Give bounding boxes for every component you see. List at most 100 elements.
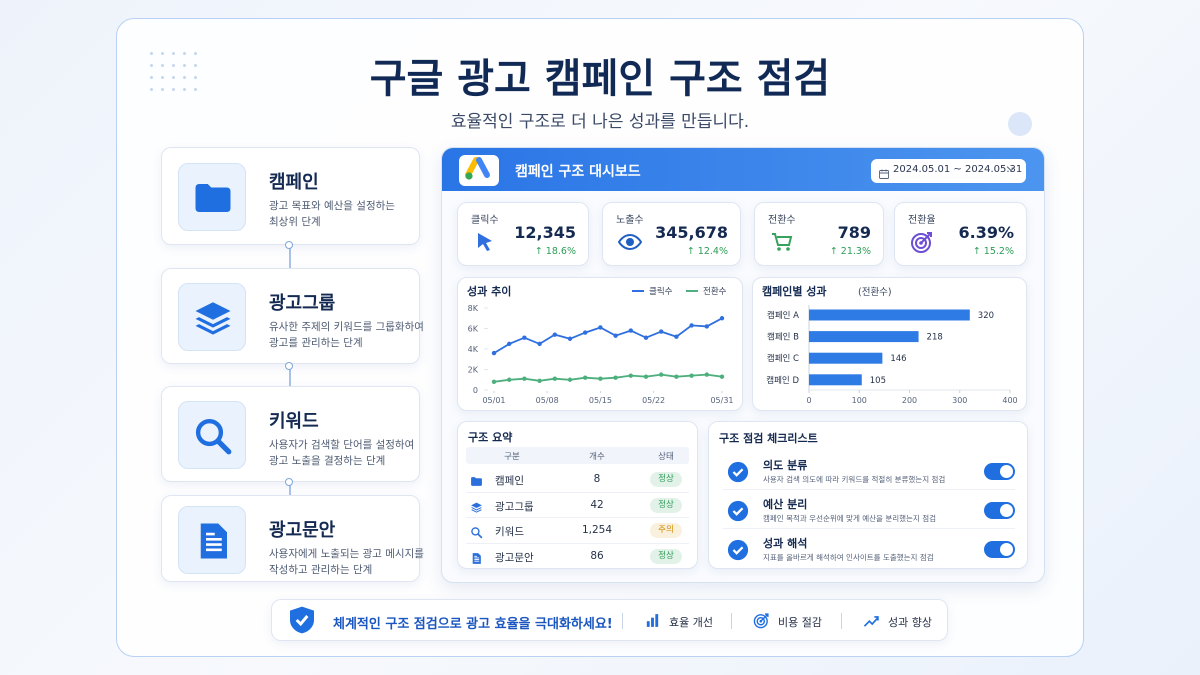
toggle[interactable] (984, 541, 1015, 558)
icon-shape (772, 233, 793, 246)
icon-shape (472, 552, 481, 564)
icon-shape (471, 527, 480, 536)
icon-shape (760, 613, 769, 622)
icon-shape (727, 461, 749, 483)
icon-shape (195, 418, 224, 447)
footer-item: 효율 개선 (669, 616, 713, 629)
icon (770, 230, 794, 254)
icon-shape (200, 523, 227, 558)
item-divider (723, 489, 1015, 490)
kpi-value: 6.39% (958, 223, 1014, 242)
column-header: 개수 (589, 452, 605, 462)
icon-shape (471, 527, 483, 539)
table-header-bg (466, 447, 689, 464)
icon-shape (474, 555, 480, 562)
level-desc: 사용자가 검색할 단어를 설정하여 (269, 439, 415, 451)
icon-shape (753, 613, 769, 629)
icon-box (178, 163, 246, 231)
icon-shape (756, 616, 766, 626)
connector-line (289, 245, 291, 495)
icon (470, 499, 483, 513)
icon-shape (879, 169, 889, 174)
kpi-label: 전환율 (908, 215, 936, 226)
page-title: 구글 광고 캠페인 구조 점검 (369, 56, 831, 102)
icon (727, 461, 749, 483)
footer-message: 체계적인 구조 점검으로 광고 효율을 극대화하세요! (333, 617, 613, 632)
icon-shape (195, 302, 231, 320)
logo-box (459, 155, 499, 186)
toggle-knob (1000, 504, 1013, 517)
icon-shape (295, 615, 309, 627)
toggle[interactable] (984, 502, 1015, 519)
decor-dot (194, 52, 197, 55)
summary-panel: 구조 요약 구분 개수 상태 캠페인 8 정상 광고그룹 42 정상 키워드 1,254 주의 광고문안 8… (457, 421, 698, 569)
decor-dot (150, 52, 153, 55)
icon-shape (920, 232, 932, 244)
kpi-card: 노출수 345,678 ↑ 12.4% (602, 202, 741, 266)
kpi-label: 노출수 (616, 215, 644, 226)
decor-dot (172, 88, 175, 91)
decor-dot (183, 64, 186, 67)
level-desc: 유사한 주제의 키워드를 그룹화하여 (269, 321, 424, 333)
row-divider (466, 491, 689, 493)
icon-shape (215, 438, 232, 455)
bar-panel (752, 277, 1027, 411)
icon (470, 473, 483, 486)
kpi-label: 전환수 (768, 215, 796, 226)
connector-dot (285, 362, 293, 370)
row-count: 86 (590, 549, 604, 562)
date-dropdown[interactable]: 2024.05.01 ~ 2024.05.31 (871, 159, 1026, 183)
icon-shape (195, 317, 231, 328)
footer-item: 비용 절감 (778, 616, 822, 629)
icon-shape (727, 461, 749, 483)
icon (192, 177, 234, 219)
separator (622, 613, 623, 629)
kpi-value: 789 (837, 223, 871, 242)
icon-box (178, 401, 246, 469)
icon (878, 165, 890, 179)
check-desc: 사용자 검색 의도에 따라 키워드를 적절히 분류했는지 점검 (763, 475, 946, 484)
toggle[interactable] (984, 463, 1015, 480)
kpi-card: 클릭수 12,345 ↑ 18.6% (457, 202, 589, 266)
kpi-change: ↑ 21.3% (829, 246, 871, 257)
decor-circle (1008, 112, 1032, 136)
icon (192, 520, 234, 562)
item-divider (723, 528, 1015, 529)
row-count: 1,254 (581, 524, 613, 536)
kpi-card: 전환수 789 ↑ 21.3% (754, 202, 884, 266)
decor-dot (161, 64, 164, 67)
icon-shape (472, 552, 481, 564)
decor-dot (172, 64, 175, 67)
icon-shape (727, 500, 749, 522)
icon (192, 297, 234, 339)
status-pill: 정상 (650, 548, 682, 564)
icon-shape (753, 614, 768, 629)
decor-dot (183, 88, 186, 91)
level-desc: 작성하고 관리하는 단계 (269, 564, 373, 576)
trend-panel (457, 277, 743, 411)
icon-box (178, 283, 246, 351)
icon-shape (206, 532, 222, 551)
kpi-label: 클릭수 (471, 215, 499, 226)
icon-shape (727, 500, 749, 522)
decor-dot (150, 88, 153, 91)
icon (617, 230, 643, 254)
icon-shape (478, 233, 492, 251)
dashboard-title: 캠페인 구조 대시보드 (515, 164, 641, 180)
icon-shape (911, 233, 931, 253)
kpi-change: ↑ 15.2% (972, 246, 1014, 257)
icon (910, 230, 934, 254)
connector-dot (285, 478, 293, 486)
decor-dot (150, 76, 153, 79)
level-title: 광고문안 (269, 520, 336, 541)
column-header: 구분 (504, 452, 520, 462)
icon-shape (626, 238, 634, 246)
check-desc: 캠페인 목적과 우선순위에 맞게 예산을 분리했는지 점검 (763, 514, 937, 523)
icon-shape (617, 233, 643, 251)
icon (286, 604, 318, 636)
summary-title: 구조 요약 (468, 431, 513, 444)
icon-shape (471, 506, 482, 510)
icon-shape (478, 233, 492, 251)
icon-shape (471, 508, 482, 513)
